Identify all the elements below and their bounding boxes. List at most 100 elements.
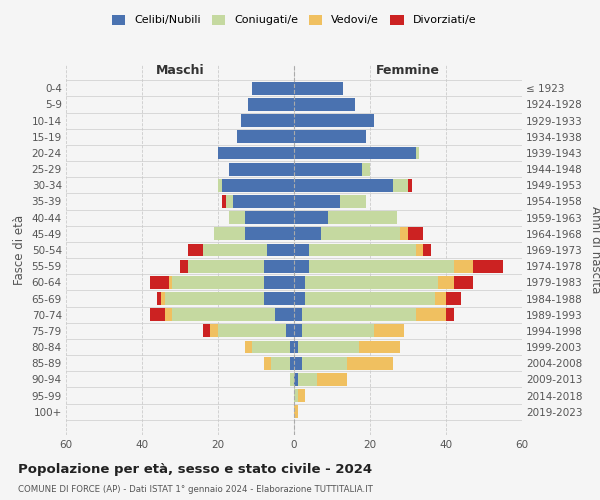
Bar: [275, 308, 294, 321]
Bar: [294, 308, 302, 321]
Bar: [294, 98, 355, 111]
Bar: [393, 179, 408, 192]
Bar: [423, 244, 431, 256]
Bar: [290, 356, 294, 370]
Bar: [305, 276, 439, 289]
Bar: [165, 308, 172, 321]
Legend: Celibi/Nubili, Coniugati/e, Vedovi/e, Divorziati/e: Celibi/Nubili, Coniugati/e, Vedovi/e, Di…: [109, 12, 479, 29]
Bar: [408, 228, 423, 240]
Bar: [294, 324, 302, 338]
Bar: [294, 244, 309, 256]
Bar: [149, 276, 169, 289]
Bar: [203, 244, 268, 256]
Bar: [374, 324, 404, 338]
Text: Maschi: Maschi: [155, 64, 205, 77]
Bar: [218, 324, 286, 338]
Bar: [294, 162, 362, 175]
Bar: [172, 308, 275, 321]
Bar: [362, 162, 370, 175]
Bar: [294, 146, 416, 160]
Bar: [294, 405, 298, 418]
Text: Popolazione per età, sesso e stato civile - 2024: Popolazione per età, sesso e stato civil…: [18, 462, 372, 475]
Bar: [294, 211, 328, 224]
Bar: [263, 356, 271, 370]
Bar: [298, 389, 305, 402]
Bar: [416, 244, 423, 256]
Bar: [263, 292, 294, 305]
Bar: [237, 130, 294, 143]
Bar: [340, 195, 366, 208]
Bar: [203, 324, 211, 338]
Bar: [271, 356, 290, 370]
Bar: [359, 340, 400, 353]
Bar: [294, 340, 298, 353]
Bar: [446, 308, 454, 321]
Bar: [439, 276, 454, 289]
Bar: [229, 211, 245, 224]
Bar: [229, 162, 294, 175]
Bar: [241, 114, 294, 127]
Bar: [211, 324, 218, 338]
Bar: [294, 292, 305, 305]
Bar: [294, 356, 302, 370]
Bar: [298, 373, 317, 386]
Bar: [180, 260, 188, 272]
Bar: [302, 308, 416, 321]
Bar: [408, 179, 412, 192]
Bar: [294, 260, 309, 272]
Bar: [416, 146, 419, 160]
Bar: [165, 292, 263, 305]
Bar: [263, 260, 294, 272]
Bar: [416, 308, 446, 321]
Bar: [248, 98, 294, 111]
Bar: [268, 244, 294, 256]
Bar: [218, 146, 294, 160]
Bar: [214, 228, 245, 240]
Bar: [290, 340, 294, 353]
Bar: [294, 276, 305, 289]
Bar: [294, 195, 340, 208]
Bar: [252, 82, 294, 95]
Bar: [347, 356, 393, 370]
Bar: [218, 179, 222, 192]
Bar: [309, 260, 454, 272]
Bar: [294, 82, 343, 95]
Bar: [149, 308, 165, 321]
Text: Femmine: Femmine: [376, 64, 440, 77]
Bar: [294, 114, 374, 127]
Bar: [309, 244, 416, 256]
Bar: [161, 292, 165, 305]
Bar: [169, 276, 172, 289]
Text: COMUNE DI FORCE (AP) - Dati ISTAT 1° gennaio 2024 - Elaborazione TUTTITALIA.IT: COMUNE DI FORCE (AP) - Dati ISTAT 1° gen…: [18, 485, 373, 494]
Bar: [226, 195, 233, 208]
Bar: [317, 373, 347, 386]
Bar: [302, 324, 374, 338]
Bar: [294, 373, 298, 386]
Bar: [252, 340, 290, 353]
Y-axis label: Anni di nascita: Anni di nascita: [589, 206, 600, 294]
Bar: [454, 260, 473, 272]
Bar: [328, 211, 397, 224]
Bar: [188, 260, 263, 272]
Bar: [454, 276, 473, 289]
Bar: [434, 292, 446, 305]
Bar: [305, 292, 434, 305]
Bar: [263, 276, 294, 289]
Bar: [245, 228, 294, 240]
Bar: [157, 292, 161, 305]
Bar: [233, 195, 294, 208]
Bar: [320, 228, 400, 240]
Bar: [294, 389, 298, 402]
Bar: [222, 195, 226, 208]
Bar: [294, 130, 366, 143]
Bar: [286, 324, 294, 338]
Bar: [188, 244, 203, 256]
Bar: [294, 228, 320, 240]
Bar: [245, 340, 252, 353]
Bar: [290, 373, 294, 386]
Bar: [302, 356, 347, 370]
Bar: [222, 179, 294, 192]
Bar: [245, 211, 294, 224]
Y-axis label: Fasce di età: Fasce di età: [13, 215, 26, 285]
Bar: [446, 292, 461, 305]
